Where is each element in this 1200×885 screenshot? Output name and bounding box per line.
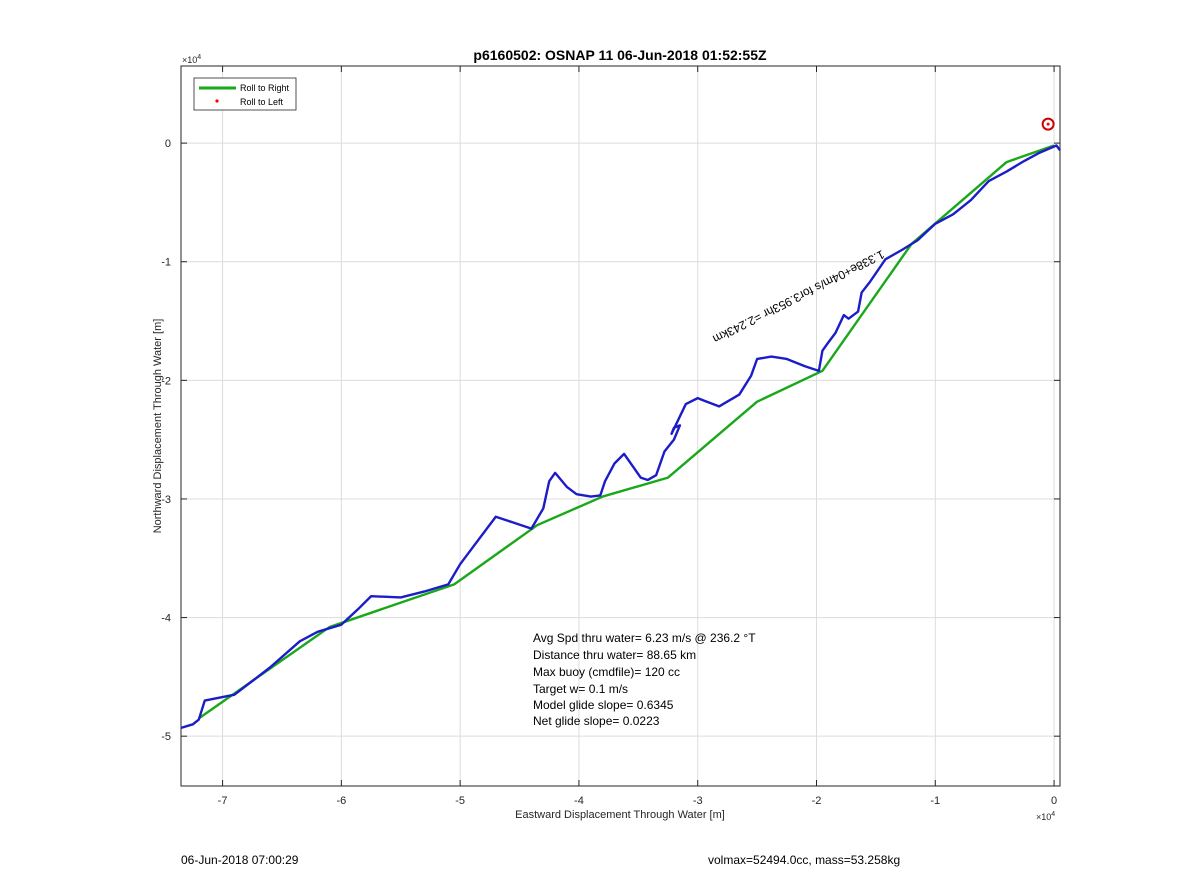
x-tick-label: -3 xyxy=(693,795,703,807)
roll-left-point xyxy=(1046,122,1050,126)
x-ticks: -7 -6 -5 -4 -3 -2 -1 0 xyxy=(218,66,1057,807)
x-tick-label: -6 xyxy=(336,795,346,807)
plot-frame xyxy=(180,65,1061,787)
stat-avg-speed: Avg Spd thru water= 6.23 m/s @ 236.2 °T xyxy=(533,631,756,645)
x-exponent-label: ×104 xyxy=(1036,811,1055,822)
end-marker-circle xyxy=(1041,117,1055,131)
legend: Roll to Right Roll to Left xyxy=(193,77,297,111)
footer-volmax-mass: volmax=52494.0cc, mass=53.258kg xyxy=(708,853,901,867)
x-tick-label: 0 xyxy=(1051,795,1057,807)
stats-box: Avg Spd thru water= 6.23 m/s @ 236.2 °T … xyxy=(533,631,756,728)
y-tick-label: -1 xyxy=(161,257,171,269)
y-tick-label: -2 xyxy=(161,375,171,387)
y-tick-label: -3 xyxy=(161,494,171,506)
y-exponent-label: ×104 xyxy=(182,54,201,65)
stat-max-buoy: Max buoy (cmdfile)= 120 cc xyxy=(533,665,680,679)
y-axis-label: Northward Displacement Through Water [m] xyxy=(152,319,164,534)
legend-label-roll-left: Roll to Left xyxy=(240,97,284,107)
x-tick-label: -7 xyxy=(218,795,228,807)
chart-title: p6160502: OSNAP 11 06-Jun-2018 01:52:55Z xyxy=(473,47,767,63)
x-tick-label: -2 xyxy=(812,795,822,807)
stat-target-w: Target w= 0.1 m/s xyxy=(533,682,628,696)
y-tick-label: -4 xyxy=(161,613,171,625)
series-layer xyxy=(180,117,1061,730)
y-tick-label: -5 xyxy=(161,731,171,743)
x-tick-label: -1 xyxy=(930,795,940,807)
series-track xyxy=(180,144,1061,730)
series-roll-to-right xyxy=(198,144,1055,720)
x-tick-label: -5 xyxy=(455,795,465,807)
legend-box xyxy=(193,77,297,111)
stat-distance: Distance thru water= 88.65 km xyxy=(533,648,696,662)
y-tick-label: 0 xyxy=(165,138,171,150)
y-ticks: -5 -4 -3 -2 -1 0 xyxy=(161,138,1060,743)
footer-timestamp: 06-Jun-2018 07:00:29 xyxy=(181,853,299,867)
x-axis-label: Eastward Displacement Through Water [m] xyxy=(515,809,725,821)
stat-net-glide: Net glide slope= 0.0223 xyxy=(533,714,660,728)
legend-swatch-roll-left xyxy=(215,99,219,103)
grid xyxy=(181,66,1060,786)
x-tick-label: -4 xyxy=(574,795,584,807)
stat-model-glide: Model glide slope= 0.6345 xyxy=(533,698,674,712)
legend-label-roll-right: Roll to Right xyxy=(240,83,290,93)
